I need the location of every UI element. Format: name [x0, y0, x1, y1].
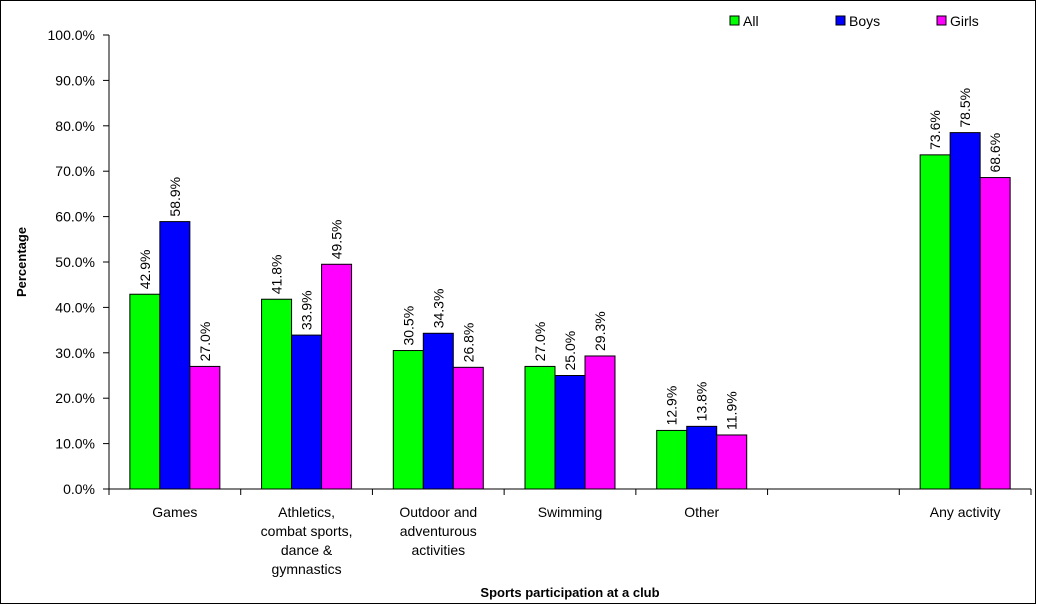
y-tick-label: 10.0%: [55, 436, 95, 452]
bar-all: [919, 154, 951, 490]
bar-all: [129, 293, 161, 490]
bar-all: [524, 365, 556, 490]
data-label: 34.3%: [430, 289, 446, 329]
data-label: 13.8%: [694, 382, 710, 422]
data-label: 49.5%: [329, 220, 345, 260]
bar-boys: [554, 375, 586, 490]
data-label: 41.8%: [269, 255, 285, 295]
bar-boys: [949, 132, 981, 490]
x-axis-title: Sports participation at a club: [480, 585, 659, 600]
legend-label-girls: Girls: [950, 13, 979, 29]
x-axis: Games Athletics, combat sports, dance & gymn…: [108, 488, 1032, 577]
data-label: 68.6%: [987, 133, 1003, 173]
data-label: 42.9%: [137, 250, 153, 290]
bar-boys: [291, 334, 323, 490]
bar-girls: [584, 355, 616, 490]
x-tick-label: Other: [684, 504, 719, 520]
x-tick-label: Athletics,: [278, 504, 335, 520]
x-tick-label: adventurous: [400, 523, 477, 539]
data-label: 12.9%: [664, 386, 680, 426]
x-tick-label: combat sports,: [261, 523, 353, 539]
data-label: 29.3%: [592, 311, 608, 351]
x-tick-label: activities: [411, 542, 465, 558]
data-label: 27.0%: [197, 322, 213, 362]
y-tick-label: 50.0%: [55, 254, 95, 270]
data-label: 26.8%: [460, 323, 476, 363]
legend-swatch-boys: [835, 15, 846, 26]
x-tick-label: Any activity: [930, 504, 1001, 520]
bar-girls: [979, 177, 1011, 490]
y-tick-label: 0.0%: [63, 481, 95, 497]
x-tick-label: Swimming: [538, 504, 603, 520]
y-tick-label: 60.0%: [55, 209, 95, 225]
x-tick-label: gymnastics: [272, 561, 342, 577]
data-label: 25.0%: [562, 331, 578, 371]
bar-boys: [422, 332, 454, 490]
legend-swatch-all: [729, 15, 740, 26]
y-tick-label: 100.0%: [48, 27, 95, 43]
y-tick-label: 80.0%: [55, 118, 95, 134]
y-tick-label: 90.0%: [55, 72, 95, 88]
bar-all: [261, 298, 293, 490]
data-label: 30.5%: [400, 306, 416, 346]
y-tick-label: 70.0%: [55, 163, 95, 179]
legend-swatch-girls: [936, 15, 947, 26]
y-tick-label: 20.0%: [55, 390, 95, 406]
y-tick-label: 30.0%: [55, 345, 95, 361]
data-label: 78.5%: [957, 88, 973, 128]
y-axis-title: Percentage: [14, 227, 29, 297]
bar-boys: [159, 221, 191, 490]
data-label: 58.9%: [167, 177, 183, 217]
y-axis: 0.0% 10.0% 20.0% 30.0% 40.0% 50.0% 60.0% 70.0% 8…: [48, 27, 110, 497]
bars-group: [129, 132, 1011, 490]
legend-label-all: All: [743, 13, 759, 29]
bar-girls: [452, 366, 484, 490]
data-label: 11.9%: [724, 391, 740, 430]
data-labels-group: 42.9% 58.9% 27.0% 41.8% 33.9% 49.5% 30.5% 34.3%…: [137, 88, 1003, 430]
y-tick-label: 40.0%: [55, 299, 95, 315]
data-label: 73.6%: [927, 110, 943, 150]
data-label: 27.0%: [532, 322, 548, 362]
legend-label-boys: Boys: [849, 13, 880, 29]
x-tick-label: Outdoor and: [399, 504, 477, 520]
bar-all: [392, 350, 424, 490]
data-label: 33.9%: [299, 290, 315, 330]
bar-girls: [716, 434, 748, 490]
x-tick-label: Games: [152, 504, 197, 520]
bar-girls: [321, 263, 353, 490]
bar-girls: [189, 365, 221, 490]
x-tick-label: dance &: [281, 542, 333, 558]
legend: All Boys Girls: [729, 13, 979, 29]
bar-boys: [686, 425, 718, 490]
bar-all: [656, 429, 688, 490]
